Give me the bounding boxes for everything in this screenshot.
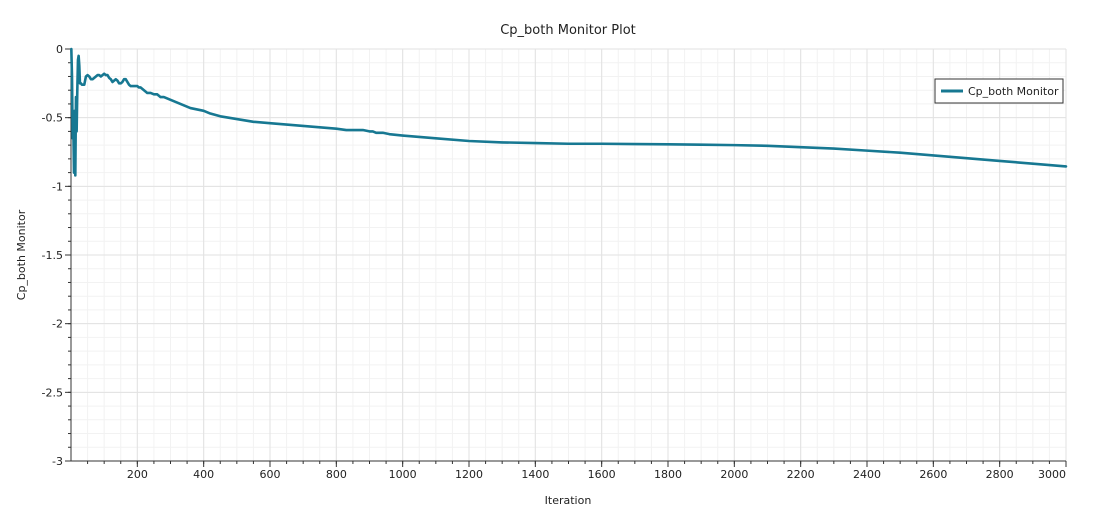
plot-area [70,47,1068,177]
x-tick-label: 1000 [389,468,417,481]
chart-title: Cp_both Monitor Plot [500,23,636,38]
x-tick-label: 2600 [919,468,947,481]
x-tick-label: 1800 [654,468,682,481]
grid [71,48,1067,462]
x-tick-label: 400 [193,468,214,481]
x-tick-label: 2400 [853,468,881,481]
x-tick-label: 2200 [787,468,815,481]
legend-label: Cp_both Monitor [968,85,1059,98]
x-tick-label: 1200 [455,468,483,481]
legend[interactable]: Cp_both Monitor [934,78,1064,104]
y-tick-label: -2.5 [42,386,63,399]
y-tick-label: -0.5 [42,112,63,125]
x-tick-label: 2800 [986,468,1014,481]
y-tick-label: -3 [52,455,63,468]
y-tick-label: -2 [52,318,63,331]
x-tick-label: 1400 [521,468,549,481]
x-tick-label: 3000 [1038,468,1066,481]
x-tick-label: 800 [326,468,347,481]
axes: 200 400 600 800 1000 1200 1400 1600 1800 2000 2200… [42,43,1067,481]
x-tick-label: 200 [127,468,148,481]
series-line-0 [70,47,1068,177]
x-tick-label: 600 [260,468,281,481]
x-tick-label: 2000 [720,468,748,481]
x-axis-label: Iteration [545,494,592,507]
y-axis-label: Cp_both Monitor [15,209,28,300]
y-tick-label: -1 [52,180,63,193]
y-tick-label: 0 [56,43,63,56]
x-tick-label: 1600 [588,468,616,481]
y-tick-label: -1.5 [42,249,63,262]
